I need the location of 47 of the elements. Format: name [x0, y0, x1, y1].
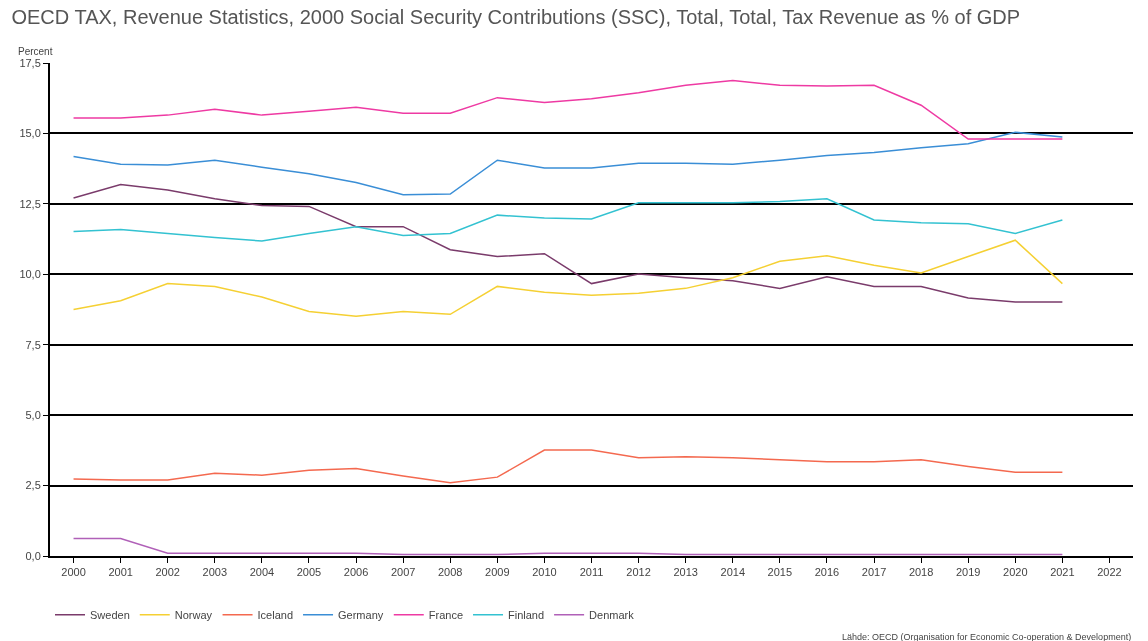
y-tick-label: 15,0	[19, 127, 41, 140]
x-tick-label: 2002	[155, 566, 180, 579]
line-series	[72, 198, 1064, 242]
x-tick-label: 2009	[485, 566, 510, 579]
line-series	[72, 183, 1064, 303]
legend-label: France	[428, 609, 464, 622]
x-tick-label: 2021	[1050, 566, 1075, 579]
x-tick-label: 2019	[955, 566, 981, 579]
chart-title: OECD TAX, Revenue Statistics, 2000 Social Security Contributions (SSC), Total, Total, Tax Revenue as % of GDP	[11, 5, 1021, 28]
x-tick-label: 2004	[249, 566, 275, 579]
x-tick-label: 2005	[296, 566, 322, 579]
x-tick-label: 2000	[61, 566, 86, 579]
line-series	[72, 131, 1064, 196]
y-tick-label: 17,5	[19, 56, 41, 69]
x-tick-label: 2010	[532, 566, 557, 579]
y-tick-label: 0,0	[25, 549, 41, 562]
x-tick-label: 2016	[814, 566, 840, 579]
x-tick-label: 2013	[673, 566, 698, 579]
legend-label: Finland	[508, 609, 545, 622]
legend-label: Norway	[174, 609, 213, 622]
text: Lähde: OECD (Organisation for Economic Co-operation & Development)	[842, 632, 1132, 641]
x-tick-label: 2020	[1003, 566, 1028, 579]
x-tick-label: 2006	[343, 566, 369, 579]
x-tick-label: 2012	[626, 566, 651, 579]
legend-label: Iceland	[257, 609, 294, 622]
x-tick-label: 2018	[908, 566, 934, 579]
y-tick-label: 10,0	[19, 268, 41, 281]
y-tick-label: 5,0	[25, 408, 41, 421]
y-tick-label: 12,5	[19, 197, 41, 210]
x-tick-label: 2022	[1097, 566, 1122, 579]
x-tick-label: 2001	[108, 566, 133, 579]
y-tick-label: 7,5	[25, 338, 41, 351]
line-series	[72, 449, 1064, 484]
y-axis-title: Percent	[18, 46, 53, 57]
x-tick-label: 2008	[438, 566, 463, 579]
x-tick-label: 2017	[861, 566, 887, 579]
legend-label: Germany	[338, 609, 384, 622]
x-tick-label: 2015	[767, 566, 793, 579]
legend-label: Sweden	[90, 609, 130, 622]
line-series	[72, 239, 1064, 318]
x-tick-label: 2014	[720, 566, 745, 579]
y-tick-label: 2,5	[25, 479, 41, 492]
legend-label: Denmark	[589, 609, 635, 622]
x-tick-label: 2003	[202, 566, 228, 579]
x-tick-label: 2011	[579, 566, 604, 579]
x-tick-label: 2007	[390, 566, 416, 579]
line-series	[72, 79, 1064, 140]
